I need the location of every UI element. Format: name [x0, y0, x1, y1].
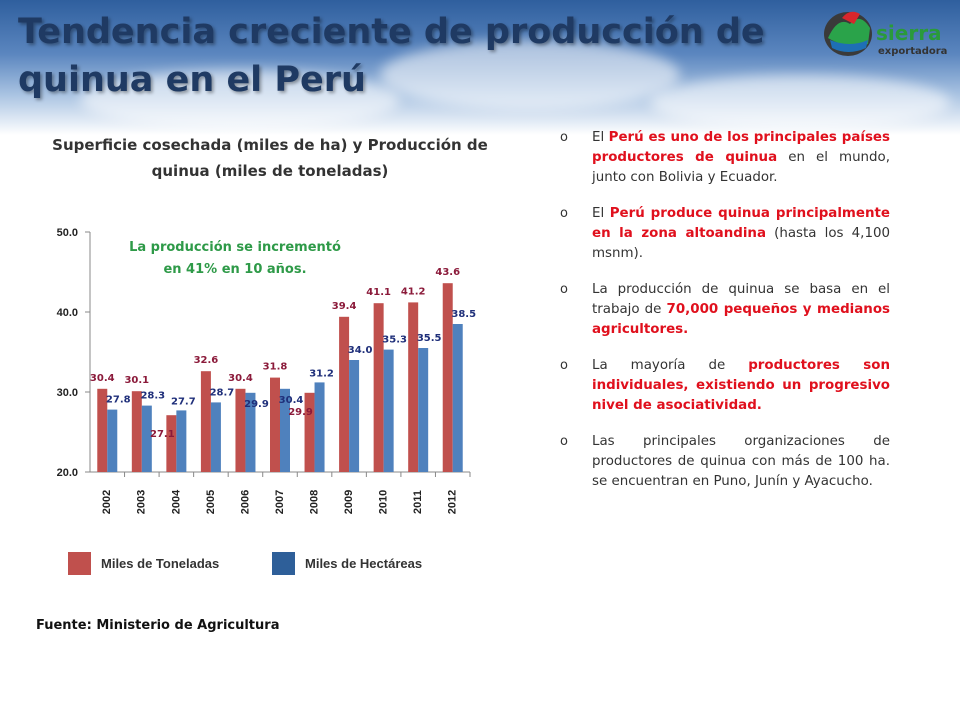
- data-label-hectareas: 29.9: [244, 399, 269, 410]
- header-background: [0, 0, 960, 135]
- bullet-text: (hasta los 4,100 msnm).: [592, 226, 890, 261]
- bar-hectareas: [245, 392, 256, 472]
- bar-toneladas: [97, 388, 108, 472]
- bullet-item: o Las principales organizaciones de produ…: [560, 432, 890, 492]
- data-label-hectareas: 38.5: [451, 309, 476, 320]
- bar-hectareas: [141, 405, 152, 472]
- legend-label-hectareas: Miles de Hectáreas: [305, 556, 423, 571]
- bullet-marker: o: [560, 206, 568, 221]
- bar-toneladas: [442, 283, 453, 472]
- y-tick-label: 30.0: [57, 387, 78, 399]
- legend-label-toneladas: Miles de Toneladas: [101, 556, 220, 571]
- x-tick-label: 2006: [239, 490, 251, 514]
- data-label-hectareas: 30.4: [279, 395, 304, 406]
- logo-subtitle: exportadora: [878, 46, 947, 57]
- x-tick-label: 2002: [101, 490, 113, 514]
- x-tick-label: 2004: [170, 489, 182, 514]
- source-note: Fuente: Ministerio de Agricultura: [36, 618, 280, 633]
- bullet-item: o La producción de quinua se basa en el t…: [560, 280, 890, 340]
- data-label-toneladas: 31.8: [263, 362, 288, 373]
- data-label-toneladas: 27.1: [150, 429, 175, 440]
- data-label-toneladas: 39.4: [332, 301, 357, 312]
- bullet-highlight: Perú produce quinua principalmente en la…: [592, 206, 890, 241]
- legend-swatch-toneladas: [68, 552, 91, 575]
- data-label-hectareas: 27.8: [106, 395, 131, 406]
- bullet-text: El: [592, 130, 609, 145]
- x-tick-label: 2007: [274, 490, 286, 514]
- data-label-hectareas: 35.5: [417, 333, 442, 344]
- data-label-hectareas: 35.3: [382, 335, 407, 346]
- y-tick-label: 50.0: [57, 227, 78, 239]
- y-tick-label: 20.0: [57, 467, 78, 479]
- data-label-hectareas: 34.0: [348, 345, 373, 356]
- bar-hectareas: [107, 409, 118, 472]
- data-label-toneladas: 30.4: [228, 373, 253, 384]
- bar-hectareas: [349, 360, 360, 472]
- bullet-highlight: productores son individuales, existiendo…: [592, 358, 890, 413]
- bullet-item: o El Perú es uno de los principales paíse…: [560, 128, 890, 188]
- bullet-marker: o: [560, 282, 568, 297]
- sierra-exportadora-logo: sierra exportadora: [824, 11, 947, 57]
- bar-hectareas: [314, 382, 325, 472]
- slide-title: Tendencia creciente de producción de qui…: [18, 12, 765, 100]
- bar-toneladas: [131, 391, 142, 472]
- x-tick-label: 2012: [447, 490, 459, 514]
- data-label-toneladas: 29.9: [288, 407, 313, 418]
- bullet-highlight: Perú es uno de los principales países pr…: [592, 130, 890, 165]
- chart-annotation-line: La producción se incrementó: [129, 240, 341, 255]
- bar-hectareas: [280, 388, 290, 472]
- bar-toneladas: [270, 377, 280, 472]
- bullet-item: o El Perú produce quinua principalmente e…: [560, 204, 890, 264]
- bullet-text: Las principales organizaciones de produc…: [592, 434, 890, 489]
- bullet-marker: o: [560, 130, 568, 145]
- bar-hectareas: [418, 348, 429, 472]
- legend-swatch-hectareas: [272, 552, 295, 575]
- data-label-toneladas: 41.2: [401, 286, 426, 297]
- bar-toneladas: [235, 388, 246, 472]
- chart-title: Superficie cosechada (miles de ha) y Pro…: [52, 136, 488, 180]
- legend-toneladas: Miles de Toneladas: [68, 552, 219, 575]
- logo-wordmark: sierra: [876, 21, 942, 45]
- x-tick-label: 2010: [378, 490, 390, 514]
- bullet-text: La mayoría de: [592, 358, 749, 373]
- bar-hectareas: [210, 402, 221, 472]
- chart-annotation-line: en 41% en 10 años.: [163, 262, 306, 277]
- bar-toneladas: [408, 302, 419, 472]
- x-tick-label: 2003: [136, 490, 148, 514]
- data-label-hectareas: 31.2: [309, 368, 334, 379]
- bullet-text: en el mundo, junto con Bolivia y Ecuador…: [592, 150, 890, 185]
- bar-hectareas: [452, 324, 463, 472]
- data-label-toneladas: 32.6: [194, 355, 219, 366]
- bar-hectareas: [176, 410, 187, 472]
- bar-hectareas: [383, 349, 394, 472]
- data-label-toneladas: 30.4: [90, 373, 115, 384]
- x-tick-label: 2008: [308, 490, 320, 514]
- data-label-hectareas: 27.7: [171, 396, 196, 407]
- bar-toneladas: [373, 303, 384, 472]
- x-tick-label: 2009: [343, 490, 355, 514]
- bar-chart: 20.0 30.0 40.0 50.0 2002 2003 2004 2005 2006 2007…: [57, 227, 477, 514]
- bar-toneladas: [339, 316, 350, 472]
- y-tick-label: 40.0: [57, 307, 78, 319]
- x-tick-label: 2005: [205, 490, 217, 514]
- bullet-item: o La mayoría de productores son individua…: [560, 356, 890, 416]
- bar-toneladas: [304, 392, 315, 472]
- bullet-list: o El Perú es uno de los principales paíse…: [560, 128, 890, 508]
- bullet-highlight: 70,000 pequeños y medianos agricultores.: [592, 302, 890, 337]
- data-label-toneladas: 30.1: [124, 375, 149, 386]
- bar-toneladas: [200, 371, 211, 472]
- legend-hectareas: Miles de Hectáreas: [272, 552, 422, 575]
- data-label-hectareas: 28.3: [140, 391, 165, 402]
- data-label-hectareas: 28.7: [210, 387, 235, 398]
- data-label-toneladas: 41.1: [366, 287, 391, 298]
- bar-toneladas: [166, 415, 177, 472]
- bullet-marker: o: [560, 358, 568, 373]
- data-label-toneladas: 43.6: [435, 267, 460, 278]
- x-tick-label: 2011: [412, 490, 424, 514]
- bullet-marker: o: [560, 434, 568, 449]
- bullet-text: La producción de quinua se basa en el tr…: [592, 282, 890, 317]
- bullet-text: El: [592, 206, 610, 221]
